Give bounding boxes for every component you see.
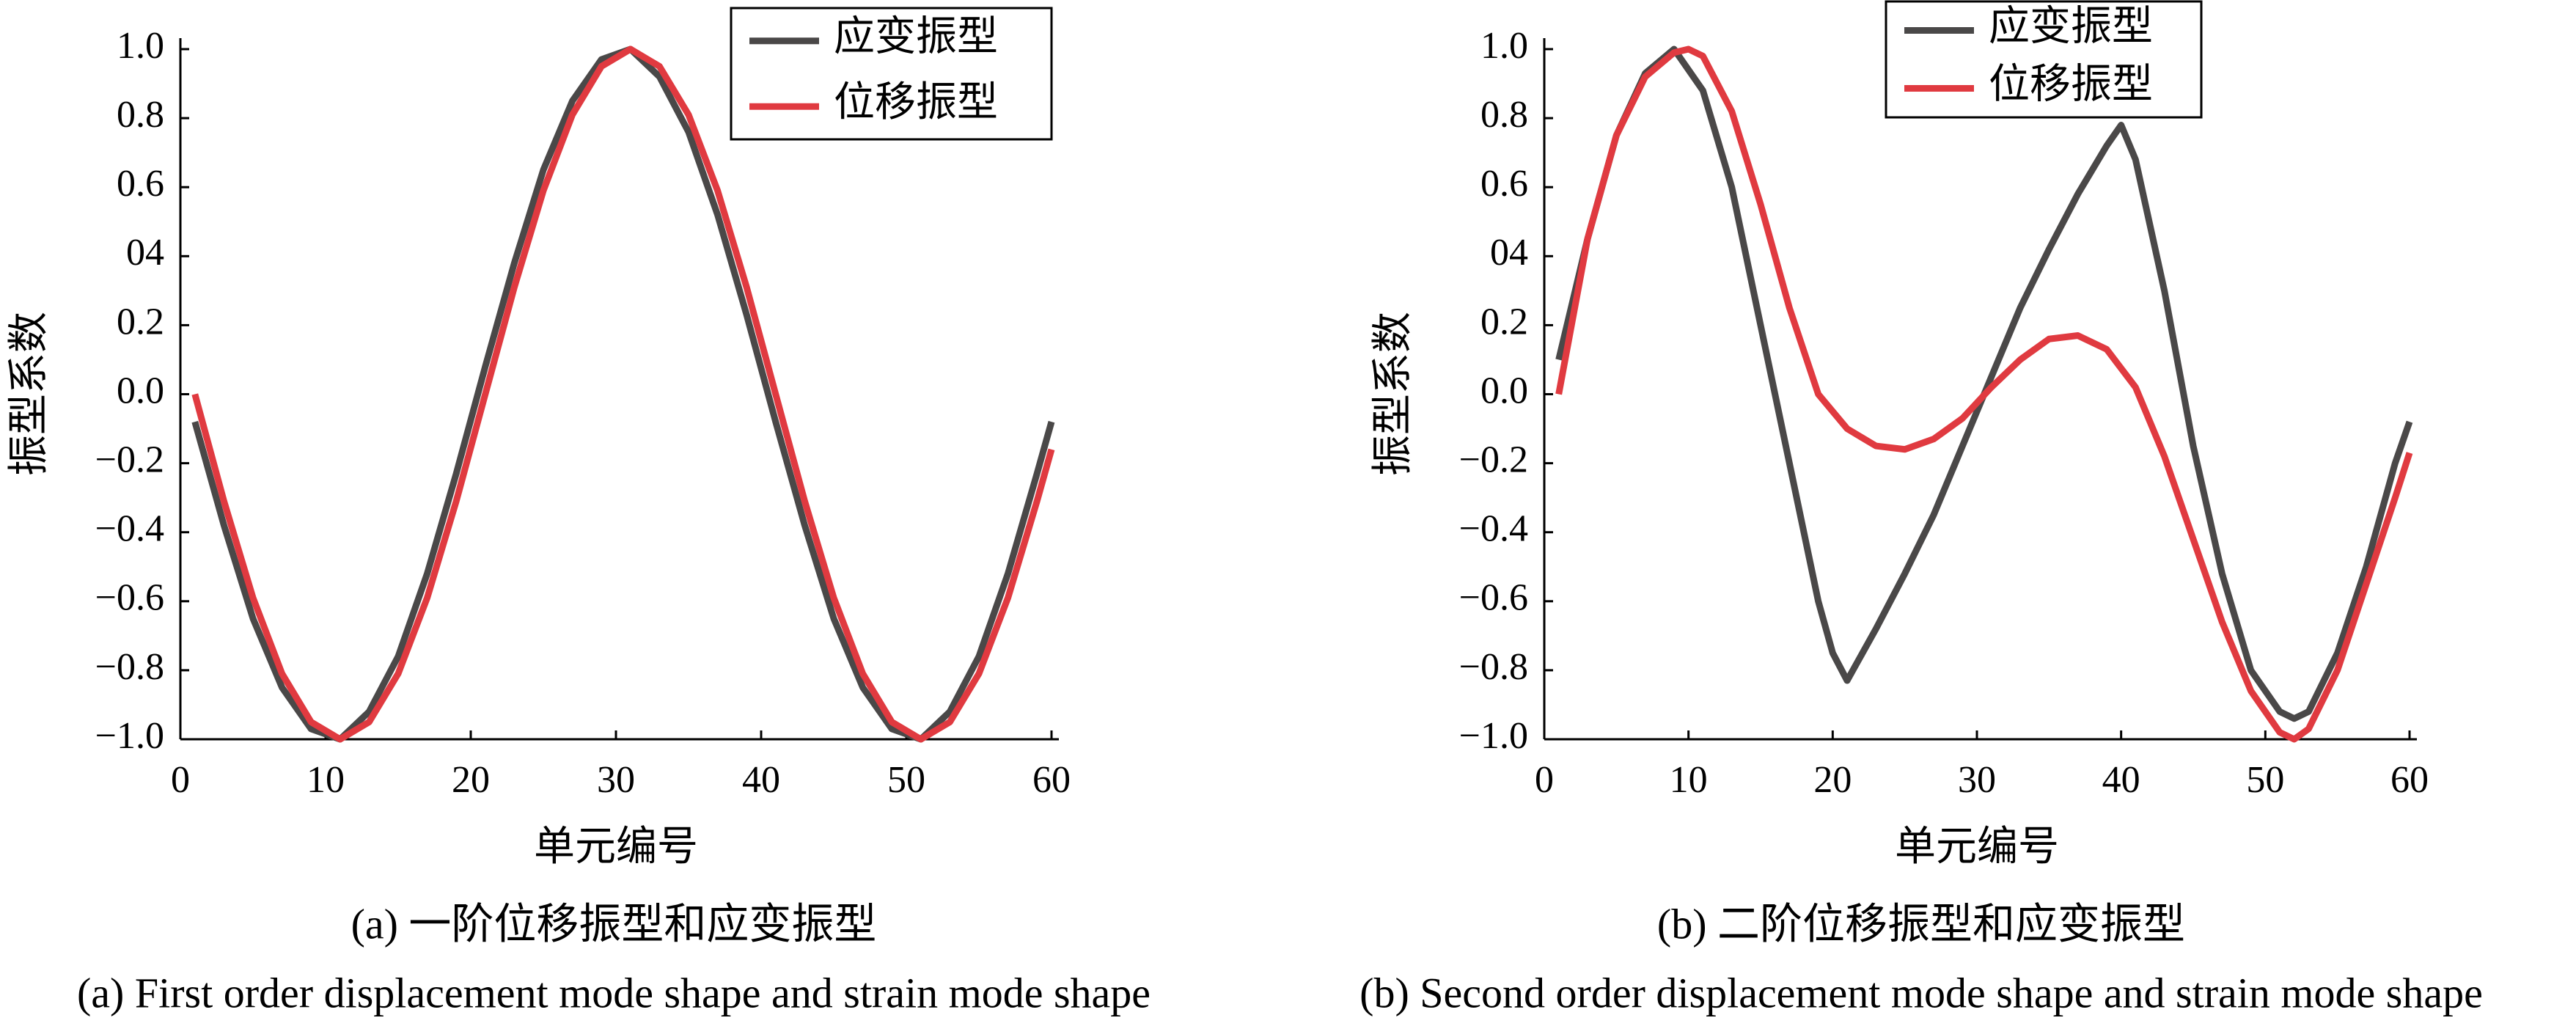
legend-label: 位移振型 (1989, 62, 2153, 107)
x-axis-label: 单元编号 (534, 824, 698, 870)
y-tick-label: 0.0 (117, 370, 164, 411)
y-tick-label: 0.6 (117, 163, 164, 205)
y-tick-label: 1.0 (1480, 25, 1528, 67)
x-tick-label: 10 (307, 759, 345, 801)
x-tick-label: 20 (452, 759, 490, 801)
x-tick-label: 50 (887, 759, 925, 801)
y-tick-label: −0.8 (1459, 646, 1528, 688)
caption-en: (a) First order displacement mode shape … (77, 969, 1151, 1016)
y-tick-label: −1.0 (95, 715, 164, 757)
y-tick-label: −0.2 (1459, 439, 1528, 481)
x-tick-label: 30 (1958, 759, 1996, 801)
y-tick-label: 0.2 (1480, 301, 1528, 342)
y-tick-label: 0.6 (1480, 163, 1528, 205)
legend-box (1885, 0, 2203, 119)
legend-label: 应变振型 (834, 15, 998, 60)
y-tick-label: −0.2 (95, 439, 164, 481)
y-tick-label: 04 (1490, 232, 1528, 274)
y-tick-label: −0.4 (95, 508, 164, 550)
y-tick-label: 04 (126, 232, 164, 274)
y-tick-label: −0.8 (95, 646, 164, 688)
x-tick-label: 0 (171, 759, 190, 801)
y-axis-label: 振型系数 (1370, 312, 1416, 476)
y-tick-label: −0.6 (1459, 577, 1528, 619)
x-tick-label: 0 (1535, 759, 1554, 801)
x-tick-label: 40 (742, 759, 780, 801)
caption-en: (b) Second order displacement mode shape… (1359, 969, 2483, 1016)
y-tick-label: −0.6 (95, 577, 164, 619)
x-tick-label: 60 (2390, 759, 2429, 801)
y-tick-label: 0.8 (1480, 94, 1528, 136)
x-tick-label: 50 (2246, 759, 2284, 801)
x-axis-label: 单元编号 (1895, 824, 2059, 870)
y-tick-label: 1.0 (117, 25, 164, 67)
line-series (1555, 45, 2413, 722)
x-tick-label: 40 (2102, 759, 2140, 801)
y-tick-label: 0.0 (1480, 370, 1528, 411)
y-tick-label: −1.0 (1459, 715, 1528, 757)
y-tick-label: 0.2 (117, 301, 164, 342)
legend-box (730, 7, 1053, 141)
x-tick-label: 20 (1813, 759, 1852, 801)
x-tick-label: 60 (1032, 759, 1071, 801)
y-axis-label: 振型系数 (7, 312, 52, 476)
y-tick-label: −0.4 (1459, 508, 1528, 550)
y-tick-label: 0.8 (117, 94, 164, 136)
legend-label: 应变振型 (1989, 4, 2153, 49)
x-tick-label: 10 (1670, 759, 1708, 801)
x-tick-label: 30 (597, 759, 635, 801)
line-series (191, 45, 1055, 743)
line-series (1555, 45, 2413, 743)
caption: (a) 一阶位移振型和应变振型 (351, 900, 877, 948)
caption: (b) 二阶位移振型和应变振型 (1657, 900, 2185, 948)
legend-label: 位移振型 (834, 80, 998, 125)
line-series (191, 45, 1055, 743)
